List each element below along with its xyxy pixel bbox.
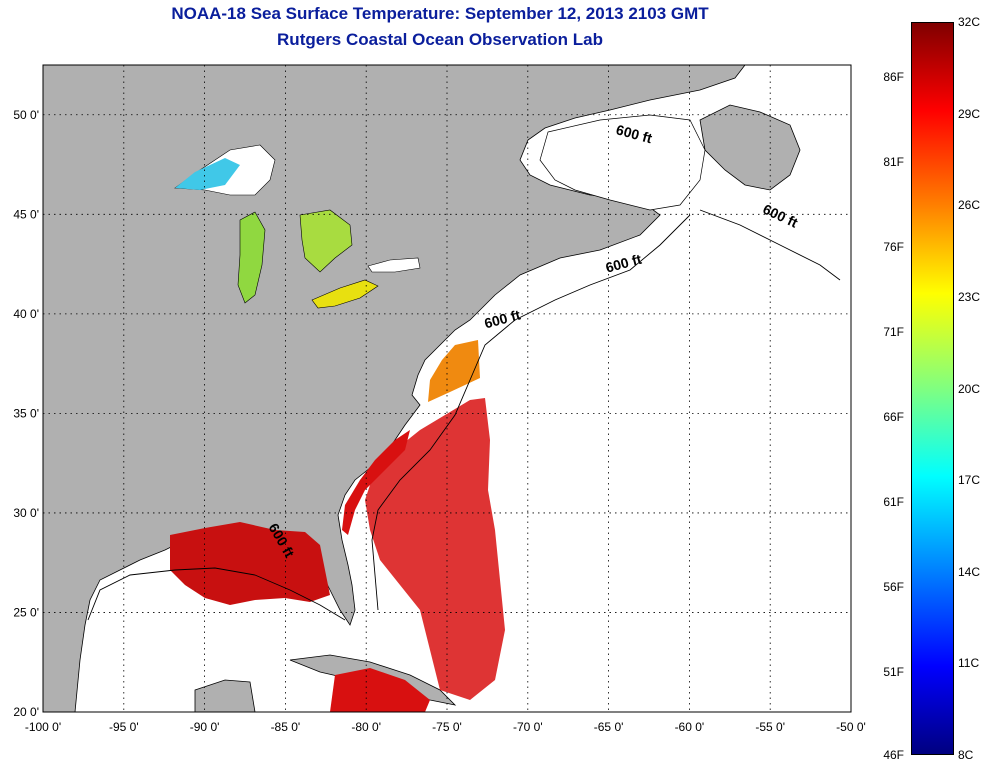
- lake-ontario: [367, 257, 421, 273]
- colorbar-fahrenheit-label: 81F: [883, 155, 904, 169]
- lake-michigan: [237, 211, 266, 304]
- plot-title: NOAA-18 Sea Surface Temperature: Septemb…: [171, 4, 709, 23]
- depth-contour-600ft-shelf: [371, 214, 691, 611]
- x-tick-label: -100 0': [25, 720, 61, 734]
- colorbar-celsius-label: 29C: [958, 106, 981, 121]
- depth-contour-600ft: [699, 209, 841, 281]
- colorbar-fahrenheit-label: 51F: [883, 665, 904, 679]
- colorbar-celsius-label: 11C: [958, 656, 980, 671]
- colorbar-celsius-label: 23C: [958, 289, 981, 304]
- y-tick-label: 45 0': [13, 207, 39, 221]
- y-tick-label: 35 0': [13, 406, 39, 420]
- x-tick-label: -75 0': [432, 720, 462, 734]
- colorbar-fahrenheit-label: 71F: [883, 325, 904, 339]
- sst-gulf-of-mexico: [170, 522, 330, 605]
- gulf-st-lawrence: [539, 114, 706, 211]
- grid-lines: [43, 65, 851, 712]
- x-tick-label: -65 0': [594, 720, 624, 734]
- colorbar-fahrenheit-label: 61F: [883, 495, 904, 509]
- colorbar-fahrenheit-label: 56F: [883, 580, 904, 594]
- lake-erie: [311, 279, 379, 309]
- colorbar-fahrenheit-label: 86F: [883, 70, 904, 84]
- sst-se-coast: [342, 430, 410, 535]
- axis-ticks: -100 0' -95 0' -90 0' -85 0' -80 0' -75 0' -70…: [13, 108, 865, 734]
- x-tick-label: -80 0': [351, 720, 381, 734]
- x-tick-label: -55 0': [755, 720, 785, 734]
- colorbar-fahrenheit-label: 76F: [883, 240, 904, 254]
- lake-superior-sst: [175, 158, 240, 190]
- plot-subtitle: Rutgers Coastal Ocean Observation Lab: [277, 30, 603, 49]
- sst-gulf-stream: [365, 398, 505, 700]
- colorbar-fahrenheit-label: 66F: [883, 410, 904, 424]
- x-tick-label: -85 0': [271, 720, 301, 734]
- land-yucatan: [194, 679, 256, 712]
- x-tick-label: -95 0': [109, 720, 139, 734]
- sst-mid-atlantic: [428, 340, 480, 402]
- colorbar-celsius-label: 32C: [958, 15, 981, 29]
- colorbar: [911, 22, 954, 755]
- colorbar-fahrenheit-label: 46F: [883, 748, 904, 762]
- x-tick-label: -50 0': [836, 720, 866, 734]
- land-newfoundland: [699, 104, 801, 191]
- x-tick-label: -70 0': [513, 720, 543, 734]
- lake-huron: [299, 209, 353, 273]
- colorbar-celsius-label: 20C: [958, 381, 981, 396]
- sst-caribbean: [330, 668, 430, 712]
- y-tick-label: 50 0': [13, 108, 39, 122]
- y-tick-label: 30 0': [13, 506, 39, 520]
- colorbar-celsius-label: 14C: [958, 564, 981, 579]
- x-tick-label: -90 0': [190, 720, 220, 734]
- y-tick-label: 25 0': [13, 605, 39, 619]
- colorbar-celsius-label: 26C: [958, 198, 981, 213]
- depth-contour-600ft-gulf: [87, 567, 346, 621]
- x-tick-label: -60 0': [675, 720, 705, 734]
- y-tick-label: 20 0': [13, 705, 39, 719]
- colorbar-celsius-label: 17C: [958, 473, 981, 488]
- plot-frame: [42, 64, 852, 713]
- colorbar-celsius-label: 8C: [958, 748, 974, 762]
- y-tick-label: 40 0': [13, 307, 39, 321]
